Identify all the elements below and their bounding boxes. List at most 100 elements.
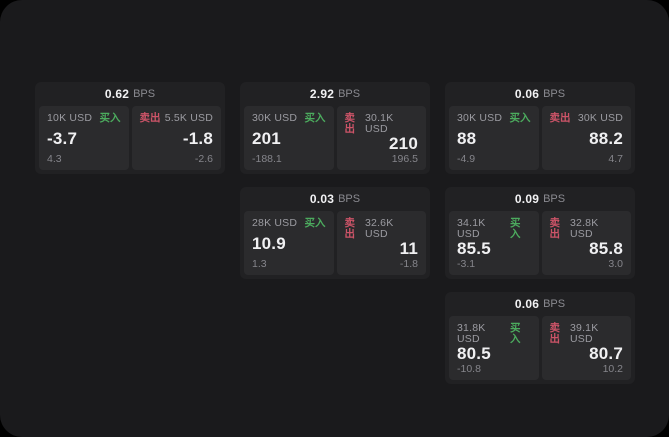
sell-amount: 30.1K USD: [364, 112, 394, 135]
sell-panel[interactable]: 卖出 30.1K USD 210 196.5: [336, 106, 426, 170]
buy-panel[interactable]: 30K USD 买入 201 -188.1: [244, 106, 334, 170]
sell-price: 11: [399, 239, 418, 259]
buy-delta: 1.3: [252, 257, 267, 270]
price-tile-card: 0.62 BPS 10K USD 买入 -3.7 4.3 卖出 5.5K USD…: [35, 82, 225, 174]
sell-panel[interactable]: 卖出 39.1K USD 80.7 10.2: [541, 316, 631, 380]
buy-amount: 28K USD: [252, 217, 298, 229]
sell-amount: 32.8K USD: [569, 217, 599, 240]
tile-body: 28K USD 买入 10.9 1.3 卖出 32.6K USD 11 -1.8: [240, 211, 430, 279]
buy-side-label: 买入: [510, 217, 521, 240]
bps-unit-label: BPS: [338, 88, 361, 100]
buy-amount: 31.8K USD: [457, 322, 486, 345]
buy-panel-top: 10K USD 买入: [47, 113, 121, 124]
sell-panel[interactable]: 卖出 5.5K USD -1.8 -2.6: [131, 106, 221, 170]
buy-delta: -3.1: [457, 257, 476, 270]
spread-value: 0.62: [104, 87, 130, 101]
buy-amount: 34.1K USD: [457, 217, 486, 240]
tile-body: 31.8K USD 买入 80.5 -10.8 卖出 39.1K USD 80.…: [445, 316, 635, 384]
spread-header: 2.92 BPS: [240, 82, 430, 106]
bps-unit-label: BPS: [543, 298, 566, 310]
sell-panel-top: 卖出 32.8K USD: [550, 218, 624, 239]
sell-price: -1.8: [182, 129, 213, 148]
sell-panel-top: 卖出 39.1K USD: [550, 323, 624, 344]
buy-panel-top: 28K USD 买入: [252, 218, 326, 229]
sell-price: 88.2: [589, 129, 623, 148]
spread-value: 0.06: [514, 87, 540, 101]
buy-delta: 4.3: [47, 152, 62, 165]
buy-side-label: 买入: [99, 112, 121, 124]
sell-panel-top: 卖出 30K USD: [550, 113, 624, 124]
bps-unit-label: BPS: [543, 193, 566, 205]
tile-body: 30K USD 买入 88 -4.9 卖出 30K USD 88.2 4.7: [445, 106, 635, 174]
spread-value: 0.03: [309, 192, 335, 206]
sell-side-label: 卖出: [549, 112, 571, 124]
buy-delta: -188.1: [252, 152, 282, 165]
buy-price: 85.5: [457, 239, 491, 259]
price-tile-card: 0.06 BPS 31.8K USD 买入 80.5 -10.8 卖出 39.1…: [445, 292, 635, 384]
sell-side-label: 卖出: [139, 112, 161, 124]
buy-delta: -4.9: [457, 152, 476, 165]
price-tile-card: 2.92 BPS 30K USD 买入 201 -188.1 卖出 30.1K …: [240, 82, 430, 174]
sell-panel-top: 卖出 5.5K USD: [140, 113, 214, 124]
tile-body: 34.1K USD 买入 85.5 -3.1 卖出 32.8K USD 85.8…: [445, 211, 635, 279]
sell-delta: 196.5: [391, 152, 418, 165]
price-tile-card: 0.09 BPS 34.1K USD 买入 85.5 -3.1 卖出 32.8K…: [445, 187, 635, 279]
buy-panel[interactable]: 34.1K USD 买入 85.5 -3.1: [449, 211, 539, 275]
price-tile-grid: 0.62 BPS 10K USD 买入 -3.7 4.3 卖出 5.5K USD…: [35, 82, 635, 384]
buy-panel-top: 31.8K USD 买入: [457, 323, 531, 344]
buy-price: 88: [457, 129, 477, 148]
spread-header: 0.06 BPS: [445, 82, 635, 106]
bps-unit-label: BPS: [338, 193, 361, 205]
spread-value: 0.09: [514, 192, 540, 206]
sell-price: 210: [389, 134, 418, 154]
sell-amount: 30K USD: [577, 112, 623, 124]
buy-panel-top: 30K USD 买入: [252, 113, 326, 124]
price-tile-card: 0.03 BPS 28K USD 买入 10.9 1.3 卖出 32.6K US…: [240, 187, 430, 279]
buy-side-label: 买入: [304, 217, 326, 229]
sell-amount: 39.1K USD: [569, 322, 599, 345]
sell-panel-top: 卖出 30.1K USD: [345, 113, 419, 134]
sell-delta: 10.2: [602, 362, 623, 375]
buy-side-label: 买入: [304, 112, 326, 124]
buy-price: -3.7: [47, 129, 78, 148]
sell-delta: -1.8: [399, 257, 418, 270]
bps-unit-label: BPS: [133, 88, 156, 100]
tile-body: 30K USD 买入 201 -188.1 卖出 30.1K USD 210 1…: [240, 106, 430, 174]
buy-panel-top: 30K USD 买入: [457, 113, 531, 124]
spread-header: 0.06 BPS: [445, 292, 635, 316]
sell-delta: -2.6: [194, 152, 213, 165]
buy-side-label: 买入: [509, 112, 531, 124]
buy-panel[interactable]: 10K USD 买入 -3.7 4.3: [39, 106, 129, 170]
buy-amount: 30K USD: [252, 112, 298, 124]
spread-value: 2.92: [309, 87, 335, 101]
bps-unit-label: BPS: [543, 88, 566, 100]
sell-panel[interactable]: 卖出 30K USD 88.2 4.7: [541, 106, 631, 170]
buy-amount: 30K USD: [457, 112, 503, 124]
spread-header: 0.62 BPS: [35, 82, 225, 106]
buy-delta: -10.8: [457, 362, 481, 375]
sell-amount: 32.6K USD: [364, 217, 394, 240]
buy-panel-top: 34.1K USD 买入: [457, 218, 531, 239]
sell-price: 80.7: [589, 344, 623, 364]
buy-panel[interactable]: 30K USD 买入 88 -4.9: [449, 106, 539, 170]
buy-panel[interactable]: 31.8K USD 买入 80.5 -10.8: [449, 316, 539, 380]
sell-delta: 3.0: [608, 257, 623, 270]
sell-amount: 5.5K USD: [164, 112, 213, 124]
buy-price: 10.9: [252, 234, 286, 253]
spread-value: 0.06: [514, 297, 540, 311]
sell-side-label: 卖出: [344, 112, 356, 135]
sell-panel[interactable]: 卖出 32.6K USD 11 -1.8: [336, 211, 426, 275]
sell-panel-top: 卖出 32.6K USD: [345, 218, 419, 239]
buy-amount: 10K USD: [47, 112, 93, 124]
sell-delta: 4.7: [608, 152, 623, 165]
buy-panel[interactable]: 28K USD 买入 10.9 1.3: [244, 211, 334, 275]
price-tile-card: 0.06 BPS 30K USD 买入 88 -4.9 卖出 30K USD 8…: [445, 82, 635, 174]
spread-header: 0.03 BPS: [240, 187, 430, 211]
sell-side-label: 卖出: [549, 322, 561, 345]
buy-price: 80.5: [457, 344, 491, 364]
sell-side-label: 卖出: [549, 217, 561, 240]
sell-side-label: 卖出: [344, 217, 356, 240]
tile-body: 10K USD 买入 -3.7 4.3 卖出 5.5K USD -1.8 -2.…: [35, 106, 225, 174]
sell-panel[interactable]: 卖出 32.8K USD 85.8 3.0: [541, 211, 631, 275]
